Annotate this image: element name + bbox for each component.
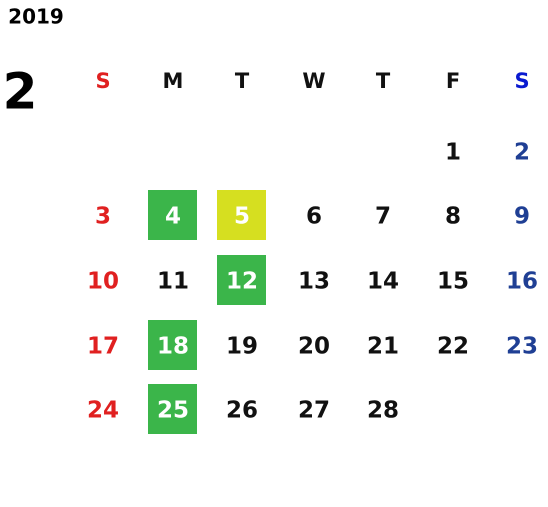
day: 4 bbox=[165, 204, 181, 230]
day: 24 bbox=[87, 398, 119, 424]
day: 27 bbox=[298, 398, 330, 424]
weekday-header: T bbox=[376, 69, 391, 93]
month: 2 bbox=[3, 63, 38, 121]
day-highlight bbox=[148, 320, 197, 370]
day: 1 bbox=[445, 140, 461, 166]
day: 8 bbox=[445, 204, 461, 230]
weekday-header: M bbox=[163, 69, 184, 93]
day-highlight bbox=[148, 384, 197, 434]
day: 10 bbox=[87, 269, 119, 295]
day-highlight bbox=[217, 255, 266, 305]
weekday-header: W bbox=[302, 69, 325, 93]
day: 16 bbox=[506, 269, 538, 295]
day: 22 bbox=[437, 334, 469, 360]
day: 6 bbox=[306, 204, 322, 230]
day: 14 bbox=[367, 269, 399, 295]
day: 20 bbox=[298, 334, 330, 360]
weekday-header: F bbox=[446, 69, 460, 93]
day: 9 bbox=[514, 204, 530, 230]
day: 3 bbox=[95, 204, 111, 230]
day: 28 bbox=[367, 398, 399, 424]
day: 5 bbox=[234, 204, 250, 230]
day: 12 bbox=[226, 269, 258, 295]
day: 7 bbox=[375, 204, 391, 230]
day: 13 bbox=[298, 269, 330, 295]
day: 11 bbox=[157, 269, 189, 295]
day: 23 bbox=[506, 334, 538, 360]
year: 2019 bbox=[8, 5, 64, 29]
day: 18 bbox=[157, 334, 189, 360]
weekday-header: T bbox=[235, 69, 250, 93]
day: 17 bbox=[87, 334, 119, 360]
day: 19 bbox=[226, 334, 258, 360]
weekday-header: S bbox=[95, 69, 110, 93]
day: 21 bbox=[367, 334, 399, 360]
day-highlight bbox=[148, 190, 197, 240]
day: 26 bbox=[226, 398, 258, 424]
weekday-header: S bbox=[514, 69, 529, 93]
day-highlight bbox=[217, 190, 266, 240]
day: 15 bbox=[437, 269, 469, 295]
day: 2 bbox=[514, 140, 530, 166]
day: 25 bbox=[157, 398, 189, 424]
